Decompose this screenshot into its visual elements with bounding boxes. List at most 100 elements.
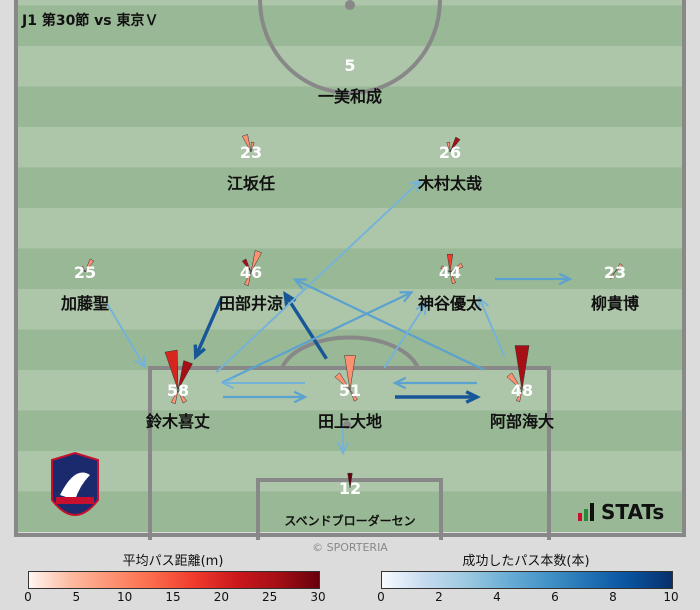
- stats-brand: STATs: [601, 500, 665, 524]
- stats-bars-icon: [578, 503, 594, 521]
- pass-arrow: [383, 301, 428, 369]
- colorbar-tick: 8: [609, 590, 617, 604]
- pitch-stripe: [16, 127, 684, 168]
- pass-direction-wedge: [506, 372, 523, 391]
- pass-arrow: [392, 376, 477, 390]
- pass-direction-wedge: [440, 265, 451, 273]
- pitch-stripe: [16, 5, 684, 46]
- player-number: 46: [240, 263, 262, 282]
- pitch: 5 一美和成 23 江坂任 26 木村太哉 25 加藤聖 46 田部井涼 44 神谷優太 23 柳貴博 58…: [14, 0, 686, 540]
- pass-direction-wedge: [241, 258, 252, 273]
- player-node[interactable]: 25 加藤聖: [60, 263, 109, 313]
- distance-ticks: 0 5 10 15 20 25 30: [24, 590, 328, 606]
- player-number: 23: [604, 263, 626, 282]
- center-circle: [258, 0, 442, 95]
- colorbar-tick: 20: [213, 590, 229, 604]
- count-colorbar: [381, 571, 673, 589]
- player-name: 鈴木喜丈: [146, 412, 210, 431]
- pass-direction-wedge: [170, 389, 179, 405]
- pass-direction-wedge: [164, 349, 179, 391]
- player-name: スベンドブローダーセン: [284, 513, 415, 528]
- pitch-stripe: [16, 248, 684, 289]
- count-legend-title: 成功したパス本数(本): [462, 554, 590, 569]
- pass-direction-wedge: [515, 389, 523, 403]
- player-node[interactable]: 23 江坂任: [227, 143, 275, 193]
- pass-arrow: [292, 278, 485, 371]
- pass-direction-wedge: [177, 360, 193, 391]
- pass-direction-wedge: [84, 258, 95, 273]
- player-node[interactable]: 26 木村太哉: [417, 143, 482, 193]
- pass-arrow: [336, 425, 350, 456]
- player-name: 木村太哉: [417, 174, 482, 193]
- player-number: 26: [439, 143, 461, 162]
- pitch-stripe: [16, 289, 684, 330]
- player-name: 田上大地: [318, 412, 382, 431]
- player-name: 田部井涼: [219, 294, 283, 313]
- player-number: 5: [344, 56, 355, 75]
- pass-arrow: [495, 272, 573, 286]
- pitch-stripe: [16, 46, 684, 87]
- player-name: 神谷優太: [418, 294, 483, 313]
- pass-direction-wedge: [446, 253, 454, 273]
- colorbar-tick: 4: [493, 590, 501, 604]
- pass-direction-wedge: [608, 271, 616, 280]
- player-node[interactable]: 12 スベンドブローダーセン: [284, 479, 415, 528]
- count-ticks: 0 2 4 6 8 10: [377, 590, 681, 606]
- pass-direction-wedge: [449, 262, 464, 273]
- player-name: 江坂任: [227, 174, 275, 193]
- player-node[interactable]: 58 鈴木喜丈: [146, 381, 210, 431]
- pass-direction-wedge: [334, 372, 351, 391]
- stats-logo: STATs: [578, 500, 664, 524]
- player-number: 44: [439, 263, 461, 282]
- pass-arrow: [106, 303, 146, 369]
- distance-colorbar: [28, 571, 320, 589]
- pass-direction-wedge: [177, 389, 188, 404]
- pass-direction-wedge: [449, 271, 457, 285]
- player-node[interactable]: 46 田部井涼: [219, 263, 283, 313]
- pass-direction-wedge: [250, 141, 255, 153]
- colorbar-tick: 0: [24, 590, 32, 604]
- player-name: 一美和成: [318, 87, 382, 106]
- colorbar-tick: 15: [165, 590, 181, 604]
- team-badge: [51, 451, 99, 516]
- player-node[interactable]: 51 田上大地: [318, 381, 382, 431]
- pitch-stripe: [16, 410, 684, 451]
- pass-direction-wedge: [250, 250, 263, 273]
- colorbar-tick: 0: [377, 590, 385, 604]
- pass-arrow: [283, 291, 328, 360]
- player-node[interactable]: 44 神谷優太: [418, 263, 483, 313]
- pass-arrow: [221, 291, 414, 384]
- pass-arrow: [220, 376, 305, 390]
- copyright: © SPORTERIA: [312, 541, 388, 554]
- player-node[interactable]: 5 一美和成: [318, 56, 382, 106]
- pass-arrow: [395, 390, 481, 404]
- colorbar-tick: 6: [551, 590, 559, 604]
- pass-arrow: [193, 297, 223, 361]
- player-number: 51: [339, 381, 361, 400]
- player-name: 加藤聖: [60, 294, 109, 313]
- pass-direction-wedge: [344, 355, 356, 391]
- pass-direction-wedge: [347, 472, 353, 489]
- player-node[interactable]: 48 阿部海大: [490, 381, 554, 431]
- player-number: 25: [74, 263, 96, 282]
- penalty-arc: [280, 335, 420, 369]
- pass-direction-wedge: [614, 263, 623, 273]
- player-name: 阿部海大: [490, 412, 554, 431]
- colorbar-tick: 10: [663, 590, 679, 604]
- pass-direction-wedge: [446, 141, 451, 153]
- player-node[interactable]: 23 柳貴博: [591, 263, 639, 313]
- player-number: 58: [167, 381, 189, 400]
- pass-direction-wedge: [349, 389, 358, 402]
- colorbar-tick: 2: [435, 590, 443, 604]
- pass-direction-wedge: [80, 266, 86, 273]
- pitch-stripe: [16, 167, 684, 208]
- colorbar-tick: 30: [310, 590, 326, 604]
- distance-legend-title: 平均パス距離(m): [122, 554, 224, 569]
- pass-direction-wedge: [449, 136, 461, 153]
- pass-direction-wedge: [243, 271, 252, 287]
- pass-direction-wedge: [241, 133, 252, 153]
- pass-direction-wedge: [514, 345, 530, 391]
- player-number: 23: [240, 143, 262, 162]
- player-number: 12: [339, 479, 361, 498]
